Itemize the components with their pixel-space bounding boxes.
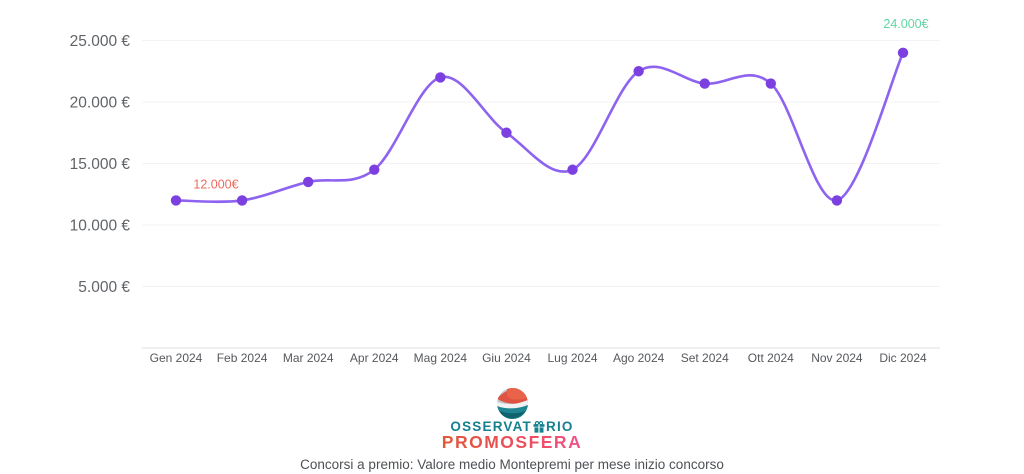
data-point[interactable] [369, 164, 380, 175]
x-axis-label: Mar 2024 [283, 351, 334, 365]
data-point[interactable] [831, 195, 843, 206]
logo-promosfera-text: PROMOSFERA [441, 432, 583, 452]
logo-osservatorio-text: OSSERVAT RIO [442, 420, 582, 434]
logo-osservatorio-part1: OSSERVAT [450, 419, 532, 434]
data-point[interactable] [435, 72, 446, 83]
y-axis-label: 10.000 € [70, 218, 131, 235]
x-axis-label: Lug 2024 [548, 351, 598, 365]
x-axis-label: Giu 2024 [482, 351, 531, 365]
globe-icon [496, 388, 528, 419]
series-line [174, 51, 905, 204]
logo-osservatorio-part2: RIO [546, 419, 574, 434]
x-axis-label: Dic 2024 [879, 351, 927, 365]
data-point[interactable] [699, 78, 710, 89]
data-point[interactable] [765, 78, 777, 89]
data-point[interactable] [501, 127, 512, 138]
y-axis-label: 20.000 € [70, 95, 131, 112]
data-point[interactable] [170, 195, 182, 206]
data-point[interactable] [633, 66, 644, 77]
annotation-label: 12.000€ [193, 178, 238, 192]
data-point[interactable] [567, 164, 578, 175]
gift-icon [533, 421, 545, 433]
data-point[interactable] [897, 47, 909, 58]
x-axis-label: Mag 2024 [414, 351, 468, 365]
x-axis-label: Apr 2024 [350, 351, 399, 365]
y-axis-label: 25.000 € [70, 33, 131, 50]
y-axis-label: 5.000 € [78, 279, 130, 296]
x-axis-label: Nov 2024 [811, 351, 863, 365]
annotation-label: 24.000€ [883, 17, 928, 31]
x-axis-label: Set 2024 [681, 351, 729, 365]
y-axis-label: 15.000 € [70, 156, 131, 173]
x-axis-label: Gen 2024 [150, 351, 203, 365]
line-chart: 25.000 € 20.000 € 15.000 € 10.000 € 5.000 € G… [70, 17, 940, 365]
promosfera-logo: OSSERVAT RIO PROMOSFERA [442, 388, 582, 451]
chart-caption: Concorsi a premio: Valore medio Montepre… [300, 457, 724, 472]
x-axis-label: Feb 2024 [217, 351, 268, 365]
data-point[interactable] [236, 195, 248, 206]
data-point[interactable] [302, 176, 314, 188]
x-axis-label: Ott 2024 [748, 351, 794, 365]
x-axis-label: Ago 2024 [613, 351, 665, 365]
footer: OSSERVAT RIO PROMOSFERA Concorsi a premi… [0, 388, 1024, 473]
